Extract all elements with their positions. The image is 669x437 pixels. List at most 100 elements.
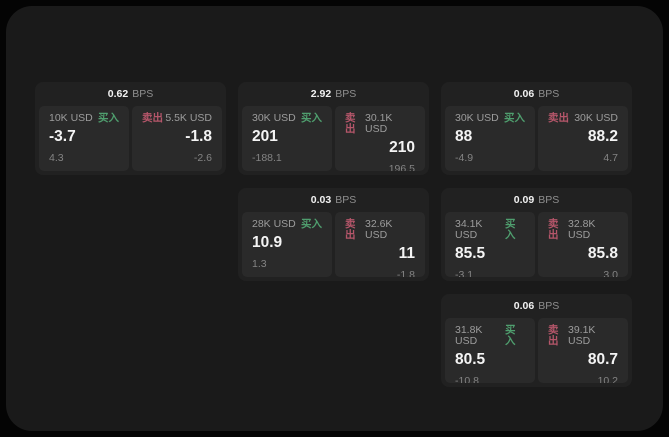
- buy-sub-value: 4.3: [49, 152, 64, 164]
- quote-panels: 31.8K USD 买入 80.5 -10.8 卖出 39.1K USD 80.…: [445, 318, 628, 383]
- sell-panel-top: 卖出 32.6K USD: [345, 219, 415, 241]
- sell-amount: 39.1K USD: [567, 324, 596, 347]
- sell-label: 卖出: [548, 324, 559, 347]
- buy-label: 买入: [301, 218, 322, 230]
- sell-quote-button[interactable]: 卖出 32.8K USD 85.8 3.0: [538, 212, 628, 277]
- sell-panel-top: 卖出 30K USD: [548, 113, 618, 124]
- sell-panel-top: 卖出 39.1K USD: [548, 325, 618, 347]
- spread-value: 0.06: [513, 300, 535, 312]
- quote-card: 0.03 BPS 28K USD 买入 10.9 1.3 卖出 32.6K US…: [238, 188, 429, 281]
- buy-panel-top: 30K USD 买入: [455, 113, 525, 124]
- spread-unit: BPS: [538, 88, 560, 100]
- sell-price: 11: [398, 245, 415, 262]
- sell-panel-top: 卖出 30.1K USD: [345, 113, 415, 135]
- buy-panel-top: 30K USD 买入: [252, 113, 322, 124]
- quote-panels: 30K USD 买入 88 -4.9 卖出 30K USD 88.2 4.7: [445, 106, 628, 171]
- buy-label: 买入: [504, 112, 525, 124]
- spread-value: 0.06: [513, 88, 535, 100]
- sell-amount: 32.8K USD: [567, 218, 596, 241]
- buy-sub-value: -188.1: [252, 152, 282, 164]
- buy-price: 80.5: [455, 351, 486, 368]
- spread-header: 0.09 BPS: [445, 188, 628, 212]
- sell-panel-top: 卖出 32.8K USD: [548, 219, 618, 241]
- sell-quote-button[interactable]: 卖出 5.5K USD -1.8 -2.6: [132, 106, 222, 171]
- quote-panels: 28K USD 买入 10.9 1.3 卖出 32.6K USD 11 -1.8: [242, 212, 425, 277]
- buy-amount: 28K USD: [252, 218, 296, 230]
- sell-sub-value: -2.6: [193, 152, 212, 164]
- sell-sub-value: 196.5: [388, 163, 415, 171]
- sell-label: 卖出: [345, 112, 356, 135]
- buy-label: 买入: [98, 112, 119, 124]
- sell-price: 210: [389, 139, 415, 156]
- sell-price: -1.8: [185, 128, 212, 145]
- sell-amount: 5.5K USD: [165, 112, 212, 124]
- buy-quote-button[interactable]: 31.8K USD 买入 80.5 -10.8: [445, 318, 535, 383]
- spread-header: 0.06 BPS: [445, 82, 628, 106]
- sell-quote-button[interactable]: 卖出 30.1K USD 210 196.5: [335, 106, 425, 171]
- sell-sub-value: -1.8: [396, 269, 415, 277]
- spread-unit: BPS: [335, 88, 357, 100]
- sell-quote-button[interactable]: 卖出 30K USD 88.2 4.7: [538, 106, 628, 171]
- buy-amount: 10K USD: [49, 112, 93, 124]
- buy-panel-top: 31.8K USD 买入: [455, 325, 525, 347]
- buy-amount: 30K USD: [252, 112, 296, 124]
- buy-label: 买入: [505, 218, 516, 241]
- buy-quote-button[interactable]: 30K USD 买入 201 -188.1: [242, 106, 332, 171]
- spread-value: 0.62: [107, 88, 129, 100]
- buy-sub-value: -3.1: [455, 269, 474, 277]
- buy-panel-top: 10K USD 买入: [49, 113, 119, 124]
- quote-panels: 30K USD 买入 201 -188.1 卖出 30.1K USD 210 1…: [242, 106, 425, 171]
- buy-price: 10.9: [252, 234, 283, 251]
- sell-price: 80.7: [587, 351, 618, 368]
- buy-quote-button[interactable]: 10K USD 买入 -3.7 4.3: [39, 106, 129, 171]
- buy-amount: 34.1K USD: [455, 218, 483, 241]
- spread-unit: BPS: [538, 300, 560, 312]
- buy-quote-button[interactable]: 28K USD 买入 10.9 1.3: [242, 212, 332, 277]
- spread-value: 2.92: [310, 88, 332, 100]
- sell-label: 卖出: [345, 218, 356, 241]
- spread-header: 0.62 BPS: [39, 82, 222, 106]
- sell-label: 卖出: [548, 112, 569, 124]
- spread-unit: BPS: [538, 194, 560, 206]
- buy-price: 201: [252, 128, 278, 145]
- sell-amount: 30.1K USD: [364, 112, 393, 135]
- sell-label: 卖出: [548, 218, 559, 241]
- buy-panel-top: 34.1K USD 买入: [455, 219, 525, 241]
- sell-panel-top: 卖出 5.5K USD: [142, 113, 212, 124]
- buy-label: 买入: [505, 324, 516, 347]
- sell-sub-value: 4.7: [603, 152, 618, 164]
- sell-sub-value: 3.0: [603, 269, 618, 277]
- quote-card: 0.62 BPS 10K USD 买入 -3.7 4.3 卖出 5.5K USD…: [35, 82, 226, 175]
- quote-card: 0.06 BPS 31.8K USD 买入 80.5 -10.8 卖出 39.1…: [441, 294, 632, 387]
- sell-price: 85.8: [587, 245, 618, 262]
- spread-header: 0.06 BPS: [445, 294, 628, 318]
- sell-label: 卖出: [142, 112, 163, 124]
- buy-amount: 30K USD: [455, 112, 499, 124]
- spread-value: 0.09: [513, 194, 535, 206]
- buy-sub-value: -4.9: [455, 152, 474, 164]
- spread-unit: BPS: [335, 194, 357, 206]
- spread-header: 2.92 BPS: [242, 82, 425, 106]
- sell-quote-button[interactable]: 卖出 32.6K USD 11 -1.8: [335, 212, 425, 277]
- spread-value: 0.03: [310, 194, 332, 206]
- quote-card: 0.09 BPS 34.1K USD 买入 85.5 -3.1 卖出 32.8K…: [441, 188, 632, 281]
- sell-amount: 32.6K USD: [364, 218, 393, 241]
- buy-price: 85.5: [455, 245, 486, 262]
- sell-quote-button[interactable]: 卖出 39.1K USD 80.7 10.2: [538, 318, 628, 383]
- sell-price: 88.2: [587, 128, 618, 145]
- buy-label: 买入: [301, 112, 322, 124]
- quote-card: 2.92 BPS 30K USD 买入 201 -188.1 卖出 30.1K …: [238, 82, 429, 175]
- sell-amount: 30K USD: [574, 112, 618, 124]
- spread-unit: BPS: [132, 88, 154, 100]
- buy-sub-value: 1.3: [252, 258, 267, 270]
- buy-panel-top: 28K USD 买入: [252, 219, 322, 230]
- sell-sub-value: 10.2: [597, 375, 618, 383]
- quote-card: 0.06 BPS 30K USD 买入 88 -4.9 卖出 30K USD 8…: [441, 82, 632, 175]
- quote-panels: 34.1K USD 买入 85.5 -3.1 卖出 32.8K USD 85.8…: [445, 212, 628, 277]
- buy-price: 88: [455, 128, 473, 145]
- buy-quote-button[interactable]: 30K USD 买入 88 -4.9: [445, 106, 535, 171]
- buy-quote-button[interactable]: 34.1K USD 买入 85.5 -3.1: [445, 212, 535, 277]
- app-background: 0.62 BPS 10K USD 买入 -3.7 4.3 卖出 5.5K USD…: [6, 6, 663, 431]
- buy-amount: 31.8K USD: [455, 324, 483, 347]
- buy-price: -3.7: [49, 128, 76, 145]
